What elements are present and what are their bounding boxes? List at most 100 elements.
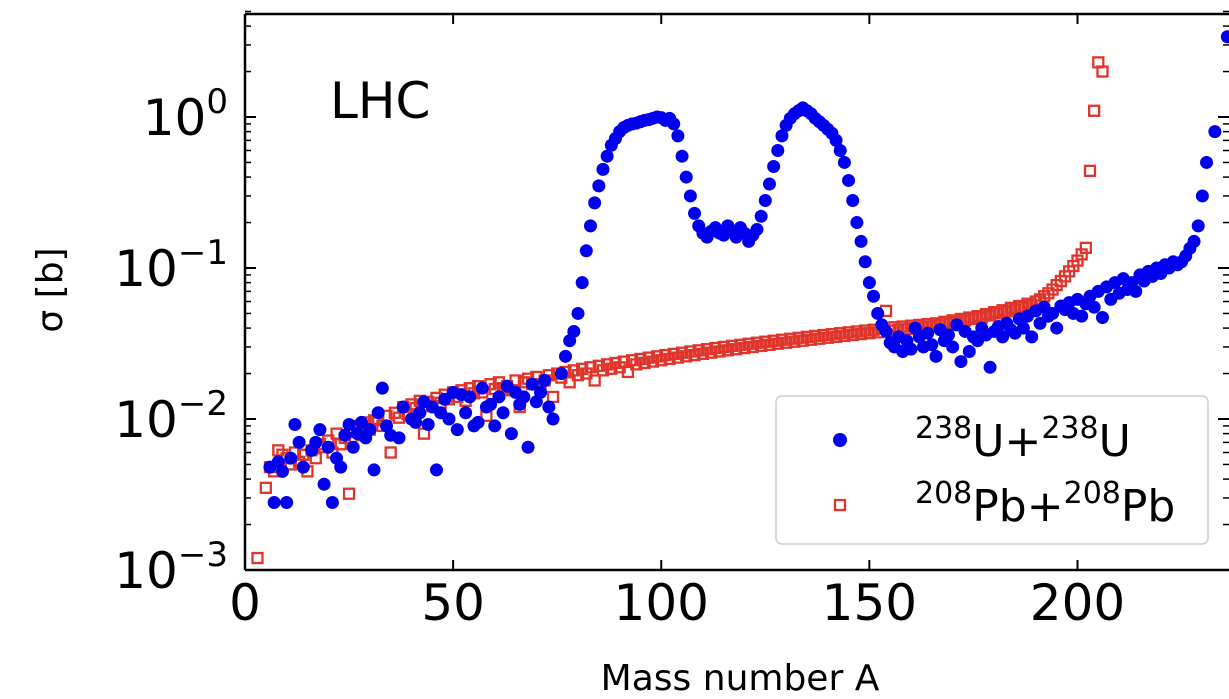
chart-annotation: LHC	[330, 72, 430, 130]
x-tick-label: 100	[614, 574, 709, 632]
u238-point	[1129, 284, 1143, 298]
u238-point	[546, 412, 560, 426]
u238-point	[334, 460, 348, 474]
u238-point	[688, 206, 702, 220]
u238-point	[559, 349, 573, 363]
u238-point	[671, 129, 685, 143]
u238-point	[413, 406, 427, 420]
u238-point	[929, 349, 943, 363]
u238-point	[471, 415, 485, 429]
u238-point	[421, 417, 435, 431]
u238-point	[367, 463, 381, 477]
y-tick-label: 100	[143, 82, 228, 147]
u238-point	[983, 360, 997, 374]
u238-point	[392, 431, 406, 445]
u238-point	[571, 306, 585, 320]
legend-label: 238U+238U	[915, 411, 1131, 467]
u238-point	[675, 149, 689, 163]
u238-point	[829, 133, 843, 147]
u238-point	[879, 324, 893, 338]
u238-point	[858, 255, 872, 269]
u238-point	[463, 390, 477, 404]
pb208-point	[384, 446, 397, 459]
pb208-point	[563, 376, 576, 389]
u238-point	[754, 209, 768, 223]
x-tick-label: 150	[822, 574, 917, 632]
u238-point	[363, 423, 377, 437]
u238-point	[288, 417, 302, 431]
u238-point	[588, 196, 602, 210]
u238-point	[775, 129, 789, 143]
u238-point	[292, 435, 306, 449]
u238-point	[904, 342, 918, 356]
legend: 238U+238U 208Pb+208Pb	[775, 395, 1209, 545]
pb208-point	[251, 551, 264, 565]
u238-point	[484, 397, 498, 411]
u238-point	[767, 160, 781, 174]
u238-point	[941, 328, 955, 342]
u238-point	[1195, 189, 1209, 203]
u238-point	[1191, 219, 1205, 233]
pb208-point	[1096, 65, 1109, 78]
u238-point	[442, 412, 456, 426]
u238-point	[846, 193, 860, 207]
u238-point	[575, 276, 589, 290]
u238-point	[1187, 234, 1201, 248]
u238-point	[521, 440, 535, 454]
u238-point	[1200, 155, 1214, 169]
u238-point	[267, 495, 281, 509]
u238-point	[1050, 321, 1064, 335]
u238-point	[1208, 125, 1222, 139]
u238-point	[309, 435, 323, 449]
u238-point	[534, 385, 548, 399]
pb208-point	[509, 374, 522, 387]
x-tick-label: 0	[229, 574, 261, 632]
pb208-point	[1088, 104, 1101, 117]
pb208-point	[584, 361, 597, 374]
pb208-point	[546, 390, 560, 404]
u238-point	[1016, 321, 1030, 335]
u238-point	[758, 193, 772, 207]
pb208-point	[342, 487, 356, 500]
u238-point	[313, 423, 327, 437]
u238-point	[596, 162, 610, 176]
u238-point	[850, 216, 864, 230]
u238-point	[833, 143, 847, 157]
y-tick-label: 10−1	[114, 233, 228, 298]
u238-point	[1087, 300, 1101, 314]
u238-point	[525, 377, 539, 391]
u238-point	[1075, 309, 1089, 323]
legend-marker-pb208	[833, 498, 847, 512]
u238-point	[583, 219, 597, 233]
u238-point	[371, 406, 385, 420]
legend-label: 208Pb+208Pb	[915, 476, 1175, 532]
u238-point	[538, 373, 552, 387]
u238-point	[679, 170, 693, 184]
u238-point	[488, 419, 502, 433]
u238-point	[275, 464, 289, 478]
u238-point	[921, 326, 935, 340]
u238-point	[762, 177, 776, 191]
u238-point	[854, 234, 868, 248]
u238-point	[496, 406, 510, 420]
x-tick-label: 50	[421, 574, 485, 632]
data-layer	[251, 30, 1229, 565]
u238-point	[837, 155, 851, 169]
u238-point	[946, 340, 960, 354]
y-tick-label: 10−2	[114, 384, 228, 449]
u238-point	[962, 344, 976, 358]
u238-point	[567, 324, 581, 338]
pb208-point	[1079, 241, 1092, 254]
u238-point	[504, 427, 518, 441]
u238-point	[750, 222, 764, 236]
legend-marker-u238	[833, 433, 847, 447]
u238-point	[346, 440, 360, 454]
u238-point	[842, 173, 856, 187]
u238-point	[475, 381, 489, 395]
u238-point	[592, 179, 606, 193]
u238-point	[667, 117, 681, 131]
u238-point	[554, 367, 568, 381]
u238-point	[321, 440, 335, 454]
y-tick-label: 10−3	[114, 535, 228, 600]
